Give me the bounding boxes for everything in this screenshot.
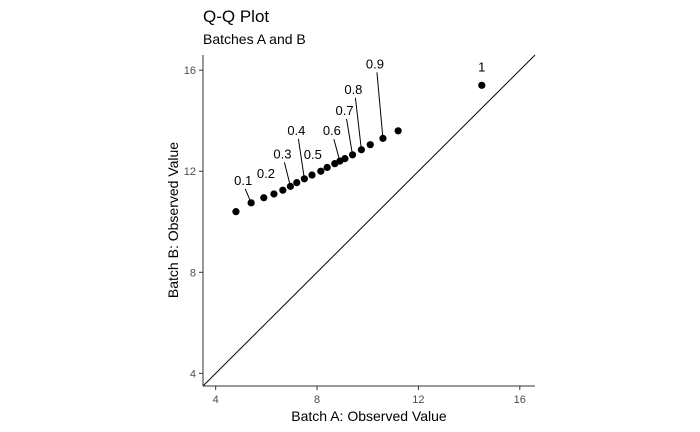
data-point [293,178,301,187]
annotation-label: 0.6 [323,123,341,138]
chart-subtitle: Batches A and B [203,31,306,47]
x-axis-ticks: 4 8 12 16 [213,386,526,406]
x-tick-label: 12 [412,394,424,406]
annotation-label: 0.4 [287,123,305,138]
annotation-leader [376,72,384,139]
x-tick-label: 8 [314,394,320,406]
data-point [270,190,278,198]
plot-area: 0.1 0.2 0.3 0.4 0.50.6 0.7 0.8 0.9 1 [202,54,536,387]
y-axis-ticks: 4 8 12 16 [184,65,203,380]
y-tick-label: 12 [184,166,196,178]
annotation-label: 0.8 [344,82,362,97]
data-point [366,141,374,149]
data-point [394,127,402,135]
annotation-leader [297,138,305,179]
data-point [232,208,240,216]
data-point [260,194,268,202]
y-tick-label: 4 [190,368,196,380]
x-tick-label: 4 [213,394,219,406]
data-point [308,171,316,179]
annotation-leader [283,162,291,187]
annotation-leader [346,118,354,155]
reference-line [202,54,536,387]
x-tick-label: 16 [514,394,526,406]
annotation-label: 0.2 [257,166,275,181]
chart-title: Q-Q Plot [203,7,269,26]
data-point [478,81,486,89]
annotation-label: 0.3 [273,146,291,161]
annotation-leader [354,97,362,150]
x-axis-title: Batch A: Observed Value [291,408,447,424]
data-point [323,163,331,172]
annotation-leader [244,188,252,204]
y-tick-label: 8 [190,267,196,279]
data-point [279,186,287,194]
annotation-leader [333,138,341,162]
y-tick-label: 16 [184,65,196,77]
annotation-label: 1 [478,59,485,74]
annotation-label: 0.1 [234,173,252,188]
data-point [341,154,349,163]
annotation-label: 0.9 [366,56,384,71]
data-point [317,167,325,175]
y-axis-title: Batch B: Observed Value [165,142,181,298]
annotation-label: 0.7 [335,103,353,118]
annotation-label: 0.5 [304,147,322,162]
